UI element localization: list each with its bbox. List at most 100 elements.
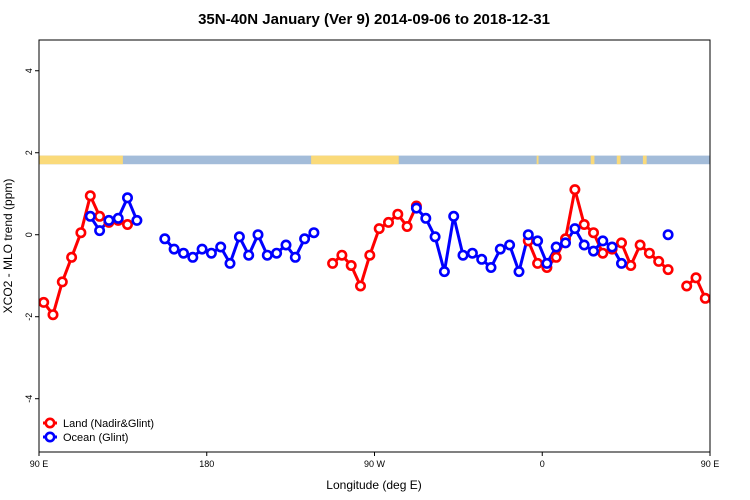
land-data-point <box>615 237 627 249</box>
x-axis: 90 E 180 90 W 0 90 E <box>30 452 719 469</box>
ocean-data-point <box>429 231 441 243</box>
legend-ocean-marker <box>44 431 56 443</box>
land-data-point <box>729 278 737 286</box>
x-tick-label: 180 <box>199 459 214 469</box>
ocean-data-point <box>187 251 199 263</box>
land-series-line <box>331 205 418 288</box>
ocean-data-point <box>205 247 217 259</box>
land-strip-segment <box>311 155 399 165</box>
ocean-data-point <box>504 239 516 251</box>
land-strip-segment <box>39 155 123 165</box>
y-tick-label: -4 <box>24 395 34 403</box>
ocean-data-point <box>615 257 627 269</box>
ocean-data-point <box>122 192 134 204</box>
land-data-point <box>681 280 693 292</box>
ocean-data-point <box>308 227 320 239</box>
x-tick-label: 0 <box>540 459 545 469</box>
ocean-data-point <box>420 212 432 224</box>
ocean-data-point <box>522 229 534 241</box>
ocean-data-point <box>224 257 236 269</box>
land-series-line <box>685 276 710 302</box>
ocean-data-point <box>513 266 525 278</box>
legend: Land (Nadir&Glint) Ocean (Glint) <box>43 417 154 444</box>
land-data-point <box>392 208 404 220</box>
land-ocean-strip <box>39 155 750 165</box>
ocean-data-point <box>606 241 618 253</box>
ocean-data-point <box>159 233 171 245</box>
land-data-point <box>364 249 376 261</box>
y-axis-title: XCO2 - MLO trend (ppm) <box>1 179 15 314</box>
ocean-data-point <box>410 202 422 214</box>
ocean-data-point <box>178 247 190 259</box>
y-tick-label: 0 <box>24 232 34 237</box>
ocean-data-point <box>597 235 609 247</box>
land-data-point <box>738 253 746 261</box>
y-tick-label: 2 <box>24 150 34 155</box>
ocean-series-line <box>415 207 623 274</box>
land-data-point <box>625 259 637 271</box>
ocean-data-point <box>243 249 255 261</box>
ocean-data-point <box>532 235 544 247</box>
land-data-point <box>39 296 50 308</box>
ocean-data-point <box>112 212 124 224</box>
ocean-data-point <box>559 237 571 249</box>
land-strip-segment <box>710 156 750 165</box>
ocean-data-point <box>485 261 497 273</box>
ocean-data-point <box>94 225 106 237</box>
land-data-point <box>720 311 728 319</box>
x-axis-title: Longitude (deg E) <box>326 478 421 492</box>
ocean-data-point <box>84 210 96 222</box>
ocean-data-point <box>233 231 245 243</box>
ocean-data-point <box>289 251 301 263</box>
land-data-point <box>634 239 646 251</box>
land-data-point <box>373 223 385 235</box>
ocean-data-point <box>103 214 115 226</box>
land-data-point <box>84 190 96 202</box>
land-data-point <box>382 216 394 228</box>
ocean-data-point <box>271 247 283 259</box>
chart-title: 35N-40N January (Ver 9) 2014-09-06 to 20… <box>198 11 550 28</box>
ocean-data-point <box>466 247 478 259</box>
land-data-point <box>550 251 562 263</box>
land-data-point <box>532 257 544 269</box>
land-data-point <box>122 219 134 231</box>
ocean-data-point <box>215 241 227 253</box>
legend-ocean-label: Ocean (Glint) <box>63 432 128 444</box>
ocean-data-point <box>448 210 460 222</box>
ocean-data-point <box>662 229 674 241</box>
land-strip-segment <box>616 155 621 165</box>
land-data-point <box>587 227 599 239</box>
land-data-point <box>709 299 710 306</box>
ocean-data-point <box>578 239 590 251</box>
land-data-point <box>327 257 339 269</box>
land-data-point <box>56 276 68 288</box>
land-data-point <box>578 219 590 231</box>
land-strip-segment <box>536 155 539 165</box>
land-data-point <box>690 272 702 284</box>
y-tick-label: -2 <box>24 313 34 321</box>
ocean-data-point <box>261 249 273 261</box>
land-data-point <box>643 247 655 259</box>
ocean-data-point <box>131 214 143 226</box>
ocean-data-point <box>168 243 180 255</box>
legend-land-label: Land (Nadir&Glint) <box>63 418 154 430</box>
ocean-data-point <box>252 229 264 241</box>
land-data-point <box>699 292 710 304</box>
ocean-data-point <box>457 249 469 261</box>
land-data-point <box>597 247 609 259</box>
land-strip-segment <box>642 155 647 165</box>
y-tick-label: 4 <box>24 68 34 73</box>
land-data-point <box>345 259 357 271</box>
ocean-data-point <box>494 243 506 255</box>
land-data-point <box>569 184 581 196</box>
land-data-point <box>66 251 78 263</box>
ocean-data-point <box>280 239 292 251</box>
land-data-point <box>75 227 87 239</box>
land-data-point <box>336 249 348 261</box>
land-data-point <box>662 264 674 276</box>
legend-land-marker <box>44 417 56 429</box>
ocean-data-point <box>299 233 311 245</box>
x-tick-label: 90 W <box>364 459 386 469</box>
y-axis: -4 -2 0 2 4 <box>24 68 39 403</box>
